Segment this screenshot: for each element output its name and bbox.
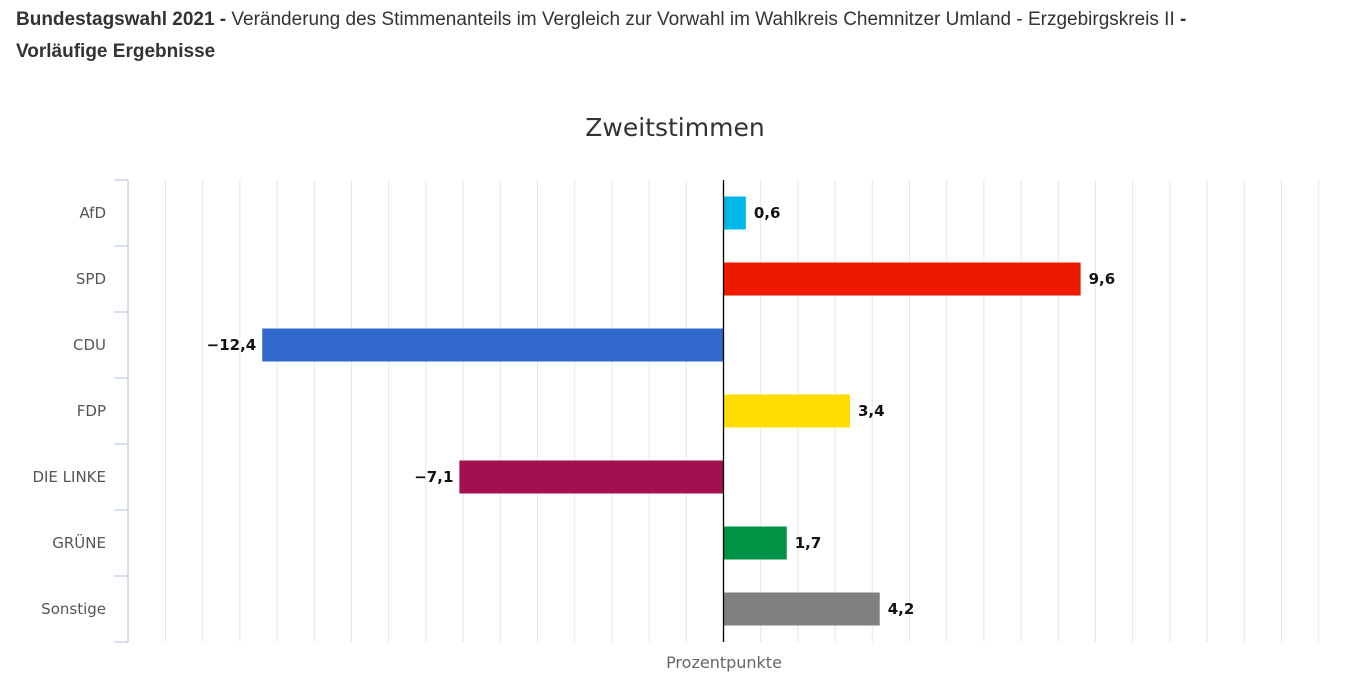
heading-text: Veränderung des Stimmenanteils im Vergle…	[231, 9, 1175, 30]
labels: AfD 0,6 SPD 9,6 CDU −12,4 FDP 3,4 DIE LINKE −7,1 G…	[32, 204, 1115, 618]
heading-subtitle: Vorläufige Ergebnisse	[16, 41, 216, 62]
data-label: 9,6	[1089, 270, 1116, 288]
category-label: CDU	[73, 336, 106, 354]
bar-sonstige[interactable]	[723, 592, 880, 626]
data-label: −12,4	[207, 336, 257, 354]
page-heading: Bundestagswahl 2021 - Veränderung des St…	[16, 4, 1346, 68]
category-axis	[114, 179, 129, 643]
data-label: 3,4	[858, 402, 885, 420]
heading-bold-tail: -	[1180, 9, 1187, 30]
x-axis-title: Prozentpunkte	[666, 653, 782, 672]
category-label: DIE LINKE	[32, 468, 106, 486]
category-label: SPD	[76, 270, 106, 288]
data-label: 1,7	[795, 534, 822, 552]
bar-spd[interactable]	[723, 262, 1081, 296]
data-label: −7,1	[414, 468, 453, 486]
bars	[262, 180, 1081, 642]
category-label: AfD	[79, 204, 106, 222]
data-label: 0,6	[754, 204, 781, 222]
category-label: GRÜNE	[52, 533, 106, 552]
chart-title: Zweitstimmen	[585, 113, 764, 142]
heading-bold: Bundestagswahl 2021 -	[16, 9, 227, 30]
bar-die-linke[interactable]	[459, 460, 724, 494]
bar-cdu[interactable]	[262, 328, 724, 362]
bar-fdp[interactable]	[723, 394, 850, 428]
data-label: 4,2	[888, 600, 915, 618]
bar-afd[interactable]	[723, 196, 746, 230]
category-label: Sonstige	[41, 600, 106, 618]
category-label: FDP	[77, 402, 106, 420]
bar-grüne[interactable]	[723, 526, 787, 560]
